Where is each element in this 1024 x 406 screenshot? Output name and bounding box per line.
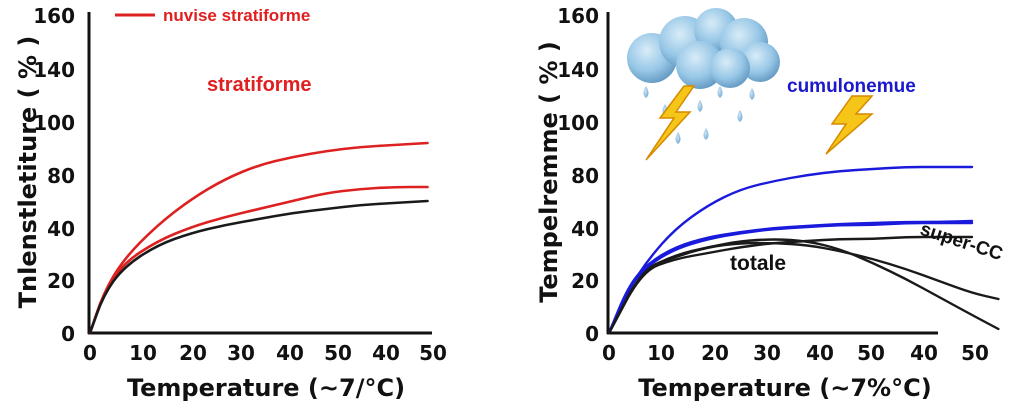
left-y-tick: 20: [47, 269, 75, 293]
left-y-tick: 100: [33, 111, 75, 135]
left-series-group: [88, 141, 429, 335]
legend-label: nuvise stratiforme: [163, 6, 310, 25]
left-x-axis-title: Temperature (~7/°C): [127, 374, 405, 402]
right-y-tick: 160: [557, 4, 599, 28]
right-tick-labels: 160 140 100 80 40 20 0 0 10 20 30 40 50 …: [557, 4, 989, 365]
left-x-tick: 0: [83, 341, 97, 365]
left-series-line-2: [88, 185, 429, 335]
right-x-tick: 40: [806, 341, 834, 365]
left-y-tick: 80: [47, 164, 75, 188]
left-x-tick: 50: [324, 341, 352, 365]
left-y-axis-title: Tnlenstletiture ( % ): [14, 36, 42, 309]
right-y-tick: 140: [557, 58, 599, 82]
right-y-tick: 40: [571, 217, 599, 241]
lightning-bolt-icon: [825, 95, 875, 155]
right-x-tick: 0: [602, 341, 616, 365]
left-y-tick: 40: [47, 217, 75, 241]
right-x-axis-title: Temperature (~7%°C): [638, 374, 931, 402]
cumulonemue-annotation: cumulonemue: [787, 76, 916, 97]
left-chart-panel: 160 140 100 80 40 20 0 0 10 20 30 40 50 …: [14, 4, 447, 402]
right-y-tick: 100: [557, 111, 599, 135]
totale-annotation: totale: [730, 252, 786, 275]
super-cc-annotation: super-CC: [917, 219, 1005, 265]
right-y-tick: 20: [571, 269, 599, 293]
left-y-tick: 140: [33, 58, 75, 82]
right-y-axis-title: Tempelremme ( % ): [535, 41, 563, 303]
right-chart-panel: 160 140 100 80 40 20 0 0 10 20 30 40 50 …: [535, 4, 1006, 402]
lightning-bolt-icon: [645, 85, 696, 161]
right-series-line-5: [607, 241, 1000, 335]
left-x-tick: 40: [276, 341, 304, 365]
left-series-line-3: [88, 199, 429, 335]
left-x-tick: 40: [372, 341, 400, 365]
right-x-tick: 50: [961, 341, 989, 365]
right-x-tick: 10: [647, 341, 675, 365]
right-series-line-3: [607, 219, 974, 335]
rain-cloud-icon: [627, 8, 780, 144]
right-x-tick: 50: [857, 341, 885, 365]
left-y-tick: 0: [61, 322, 75, 346]
right-series-group: [607, 165, 1000, 335]
left-x-tick: 30: [227, 341, 255, 365]
right-series-line-1: [607, 165, 974, 335]
left-x-tick: 50: [419, 341, 447, 365]
right-x-tick: 20: [701, 341, 729, 365]
left-x-tick: 10: [129, 341, 157, 365]
right-x-tick: 30: [753, 341, 781, 365]
right-x-tick: 40: [910, 341, 938, 365]
left-series-line-1: [88, 141, 429, 335]
right-y-tick: 80: [571, 164, 599, 188]
right-y-tick: 0: [585, 322, 599, 346]
left-tick-labels: 160 140 100 80 40 20 0 0 10 20 30 40 50 …: [33, 4, 447, 365]
left-x-tick: 20: [179, 341, 207, 365]
left-y-tick: 160: [33, 4, 75, 28]
stratiforme-annotation: stratiforme: [207, 74, 311, 96]
right-series-line-6: [607, 238, 1000, 335]
